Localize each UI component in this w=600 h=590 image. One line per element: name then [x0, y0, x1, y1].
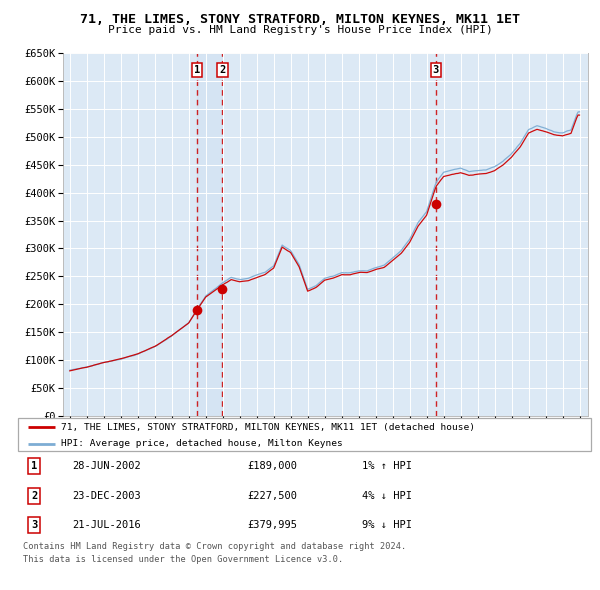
- Text: £379,995: £379,995: [247, 520, 297, 530]
- Text: 2: 2: [219, 65, 226, 75]
- Text: £189,000: £189,000: [247, 461, 297, 471]
- Text: 23-DEC-2003: 23-DEC-2003: [73, 491, 141, 500]
- Bar: [197, 53, 223, 416]
- Text: 9% ↓ HPI: 9% ↓ HPI: [362, 520, 412, 530]
- Text: 3: 3: [433, 65, 439, 75]
- Text: 1% ↑ HPI: 1% ↑ HPI: [362, 461, 412, 471]
- Text: This data is licensed under the Open Government Licence v3.0.: This data is licensed under the Open Gov…: [23, 555, 343, 564]
- Text: £227,500: £227,500: [247, 491, 297, 500]
- Text: 4% ↓ HPI: 4% ↓ HPI: [362, 491, 412, 500]
- Text: Price paid vs. HM Land Registry's House Price Index (HPI): Price paid vs. HM Land Registry's House …: [107, 25, 493, 35]
- Text: 2: 2: [31, 491, 37, 500]
- Text: HPI: Average price, detached house, Milton Keynes: HPI: Average price, detached house, Milt…: [61, 439, 343, 448]
- Text: 71, THE LIMES, STONY STRATFORD, MILTON KEYNES, MK11 1ET (detached house): 71, THE LIMES, STONY STRATFORD, MILTON K…: [61, 423, 475, 432]
- Text: Contains HM Land Registry data © Crown copyright and database right 2024.: Contains HM Land Registry data © Crown c…: [23, 542, 406, 551]
- Text: 3: 3: [31, 520, 37, 530]
- Text: 21-JUL-2016: 21-JUL-2016: [73, 520, 141, 530]
- Text: 28-JUN-2002: 28-JUN-2002: [73, 461, 141, 471]
- Text: 1: 1: [194, 65, 200, 75]
- Text: 71, THE LIMES, STONY STRATFORD, MILTON KEYNES, MK11 1ET: 71, THE LIMES, STONY STRATFORD, MILTON K…: [80, 13, 520, 26]
- Text: 1: 1: [31, 461, 37, 471]
